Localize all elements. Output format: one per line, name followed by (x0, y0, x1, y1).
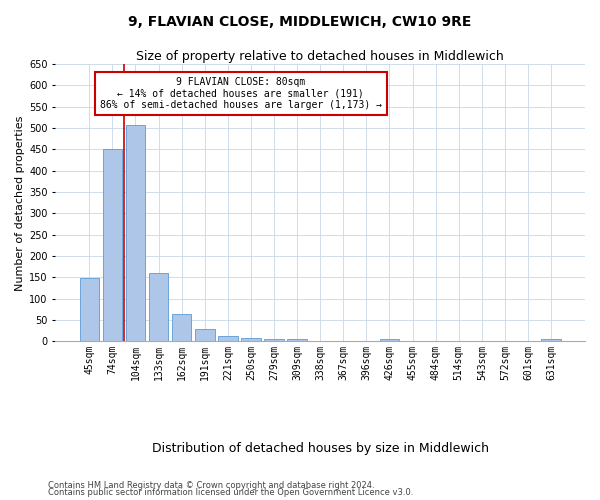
Bar (125, 124, 145, 342)
Bar (241, 338, 261, 342)
Y-axis label: Number of detached properties: Number of detached properties (15, 115, 25, 290)
Text: Contains HM Land Registry data © Crown copyright and database right 2024.: Contains HM Land Registry data © Crown c… (48, 480, 374, 490)
Bar (218, 336, 238, 342)
Text: Contains public sector information licensed under the Open Government Licence v3: Contains public sector information licen… (48, 488, 413, 497)
Bar (80, 278, 99, 342)
Bar (149, 273, 169, 342)
Text: 9, FLAVIAN CLOSE, MIDDLEWICH, CW10 9RE: 9, FLAVIAN CLOSE, MIDDLEWICH, CW10 9RE (128, 15, 472, 29)
Bar (541, 339, 561, 342)
Bar (103, 150, 122, 342)
Bar (264, 339, 284, 342)
Bar (195, 328, 215, 342)
Bar (380, 339, 399, 342)
Text: 9 FLAVIAN CLOSE: 80sqm
← 14% of detached houses are smaller (191)
86% of semi-de: 9 FLAVIAN CLOSE: 80sqm ← 14% of detached… (100, 76, 382, 110)
Bar (172, 314, 191, 342)
X-axis label: Distribution of detached houses by size in Middlewich: Distribution of detached houses by size … (152, 442, 489, 455)
Bar (287, 340, 307, 342)
Title: Size of property relative to detached houses in Middlewich: Size of property relative to detached ho… (136, 50, 504, 63)
